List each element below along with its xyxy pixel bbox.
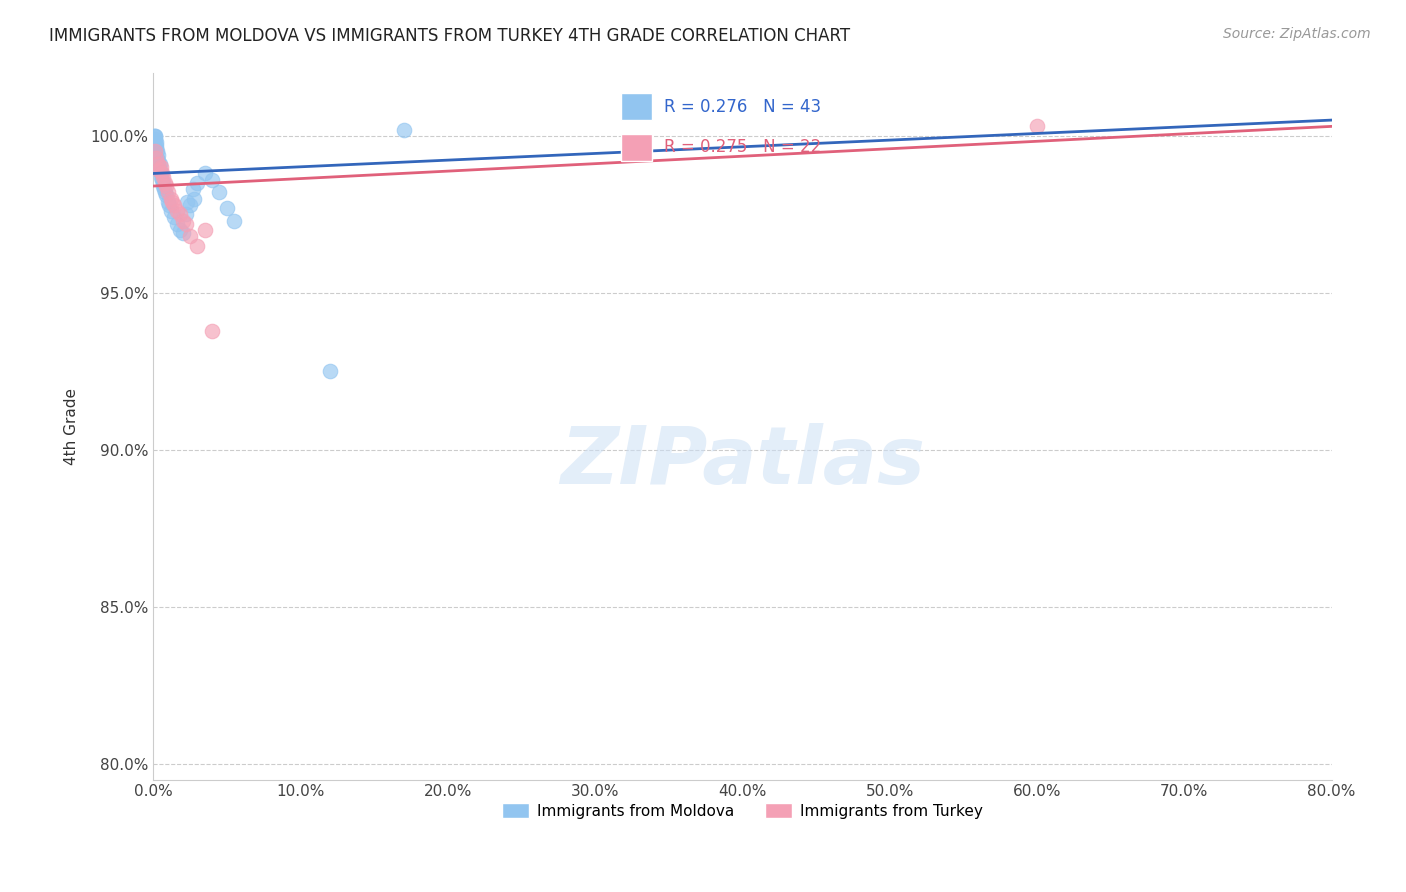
Text: ZIPatlas: ZIPatlas <box>560 423 925 500</box>
Point <box>160 192 183 206</box>
Point <box>143 128 166 143</box>
Point <box>142 135 165 149</box>
Point <box>179 198 201 212</box>
Point <box>181 182 204 196</box>
Point <box>155 179 177 194</box>
Point <box>166 217 188 231</box>
Point <box>224 213 246 227</box>
Point <box>174 207 197 221</box>
Point <box>152 169 174 184</box>
Point <box>169 223 191 237</box>
Point <box>146 151 169 165</box>
Point <box>201 324 224 338</box>
Point <box>152 179 174 194</box>
Point <box>149 160 172 174</box>
Point <box>148 163 170 178</box>
Text: IMMIGRANTS FROM MOLDOVA VS IMMIGRANTS FROM TURKEY 4TH GRADE CORRELATION CHART: IMMIGRANTS FROM MOLDOVA VS IMMIGRANTS FR… <box>49 27 851 45</box>
Point <box>183 192 205 206</box>
Point <box>172 213 194 227</box>
Point <box>176 194 198 209</box>
Point <box>186 238 208 252</box>
Point <box>163 211 186 225</box>
Point <box>208 186 231 200</box>
Point <box>153 186 176 200</box>
Point <box>153 176 176 190</box>
Legend: Immigrants from Moldova, Immigrants from Turkey: Immigrants from Moldova, Immigrants from… <box>496 797 988 825</box>
Text: R = 0.276   N = 43: R = 0.276 N = 43 <box>664 98 821 116</box>
Point <box>201 173 224 187</box>
Point <box>319 364 342 378</box>
Point <box>148 160 170 174</box>
FancyBboxPatch shape <box>621 134 652 161</box>
Point <box>146 145 169 159</box>
Point <box>186 176 208 190</box>
Point <box>179 229 201 244</box>
Point <box>1026 120 1049 134</box>
Point <box>169 207 191 221</box>
Point <box>148 153 170 168</box>
Point <box>155 188 177 202</box>
Point <box>143 132 166 146</box>
Point <box>157 198 180 212</box>
Point <box>152 176 174 190</box>
Point <box>145 128 167 143</box>
Point <box>156 194 179 209</box>
Point <box>194 166 217 180</box>
Point <box>143 145 166 159</box>
FancyBboxPatch shape <box>621 94 652 120</box>
Point <box>162 194 184 209</box>
Point <box>172 226 194 240</box>
Point <box>156 186 179 200</box>
Point <box>150 173 173 187</box>
Text: R = 0.275   N = 22: R = 0.275 N = 22 <box>664 138 821 156</box>
Point <box>145 151 167 165</box>
Point <box>160 204 183 219</box>
Point <box>145 135 167 149</box>
Point <box>149 166 172 180</box>
Point <box>149 157 172 171</box>
Point <box>150 166 173 180</box>
Point <box>166 204 188 219</box>
Point <box>150 169 173 184</box>
Point <box>174 217 197 231</box>
Y-axis label: 4th Grade: 4th Grade <box>65 388 79 465</box>
Text: Source: ZipAtlas.com: Source: ZipAtlas.com <box>1223 27 1371 41</box>
Point <box>153 182 176 196</box>
Point <box>145 141 167 155</box>
Point <box>148 163 170 178</box>
Point <box>145 138 167 153</box>
Point <box>392 122 415 136</box>
Point <box>194 223 217 237</box>
Point <box>215 201 238 215</box>
Point <box>143 128 166 143</box>
Point <box>146 147 169 161</box>
Point <box>146 157 169 171</box>
Point <box>163 198 186 212</box>
